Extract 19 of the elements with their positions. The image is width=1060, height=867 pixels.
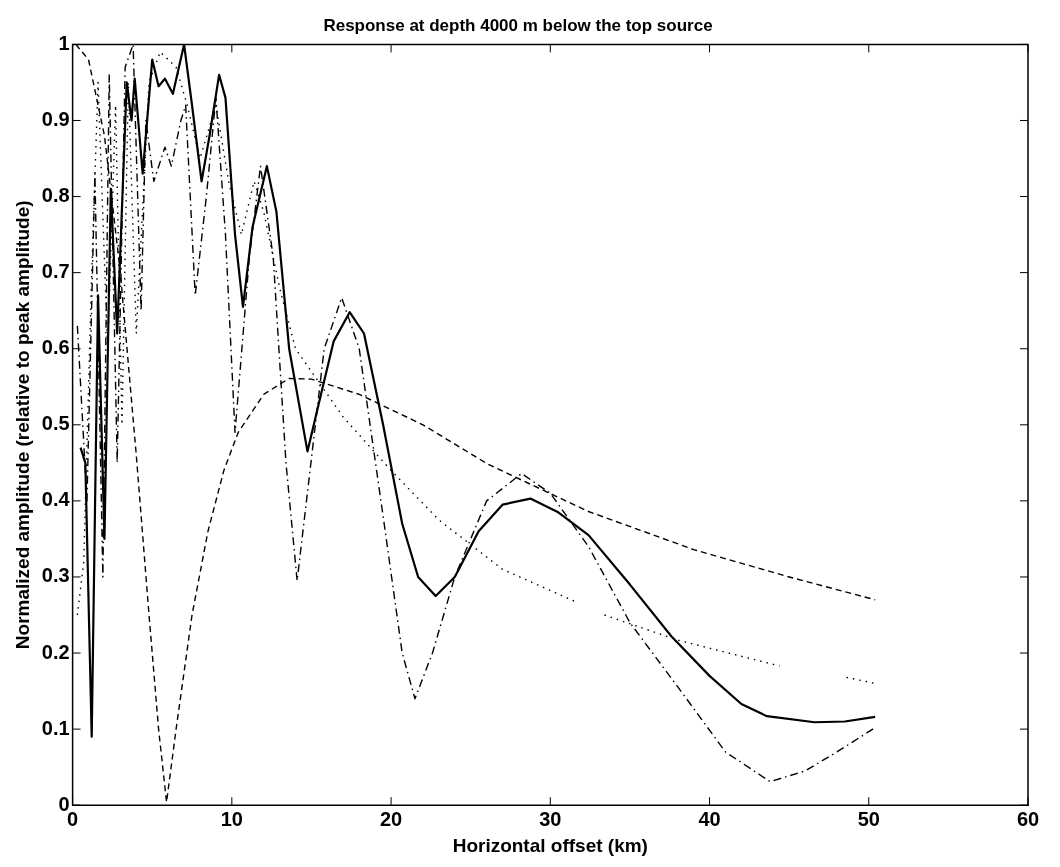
y-tick-label: 0.4 — [41, 488, 71, 511]
y-tick-label: 0.1 — [41, 716, 70, 739]
y-tick-label: 0.6 — [41, 336, 70, 359]
x-tick-label: 40 — [698, 807, 721, 830]
x-axis-title: Horizontal offset (km) — [452, 834, 648, 856]
y-tick-label: 0.7 — [41, 260, 70, 283]
y-tick-label: 0.2 — [41, 640, 70, 663]
y-tick-label: 0.8 — [41, 184, 70, 207]
y-tick-label: 0.5 — [41, 412, 70, 435]
x-tick-label: 20 — [379, 807, 403, 830]
y-axis-title: Normalized amplitude (relative to peak amplitude) — [11, 200, 33, 650]
x-tick-label: 60 — [1016, 807, 1040, 830]
x-tick-label: 10 — [220, 807, 243, 830]
y-tick-label: 0.9 — [41, 108, 70, 130]
x-tick-label: 30 — [539, 807, 562, 830]
y-tick-label: 1 — [58, 31, 70, 54]
y-tick-label: 0.3 — [41, 564, 70, 587]
x-tick-label: 50 — [857, 807, 880, 830]
chart-title: Response at depth 4000 m below the top source — [323, 15, 713, 35]
